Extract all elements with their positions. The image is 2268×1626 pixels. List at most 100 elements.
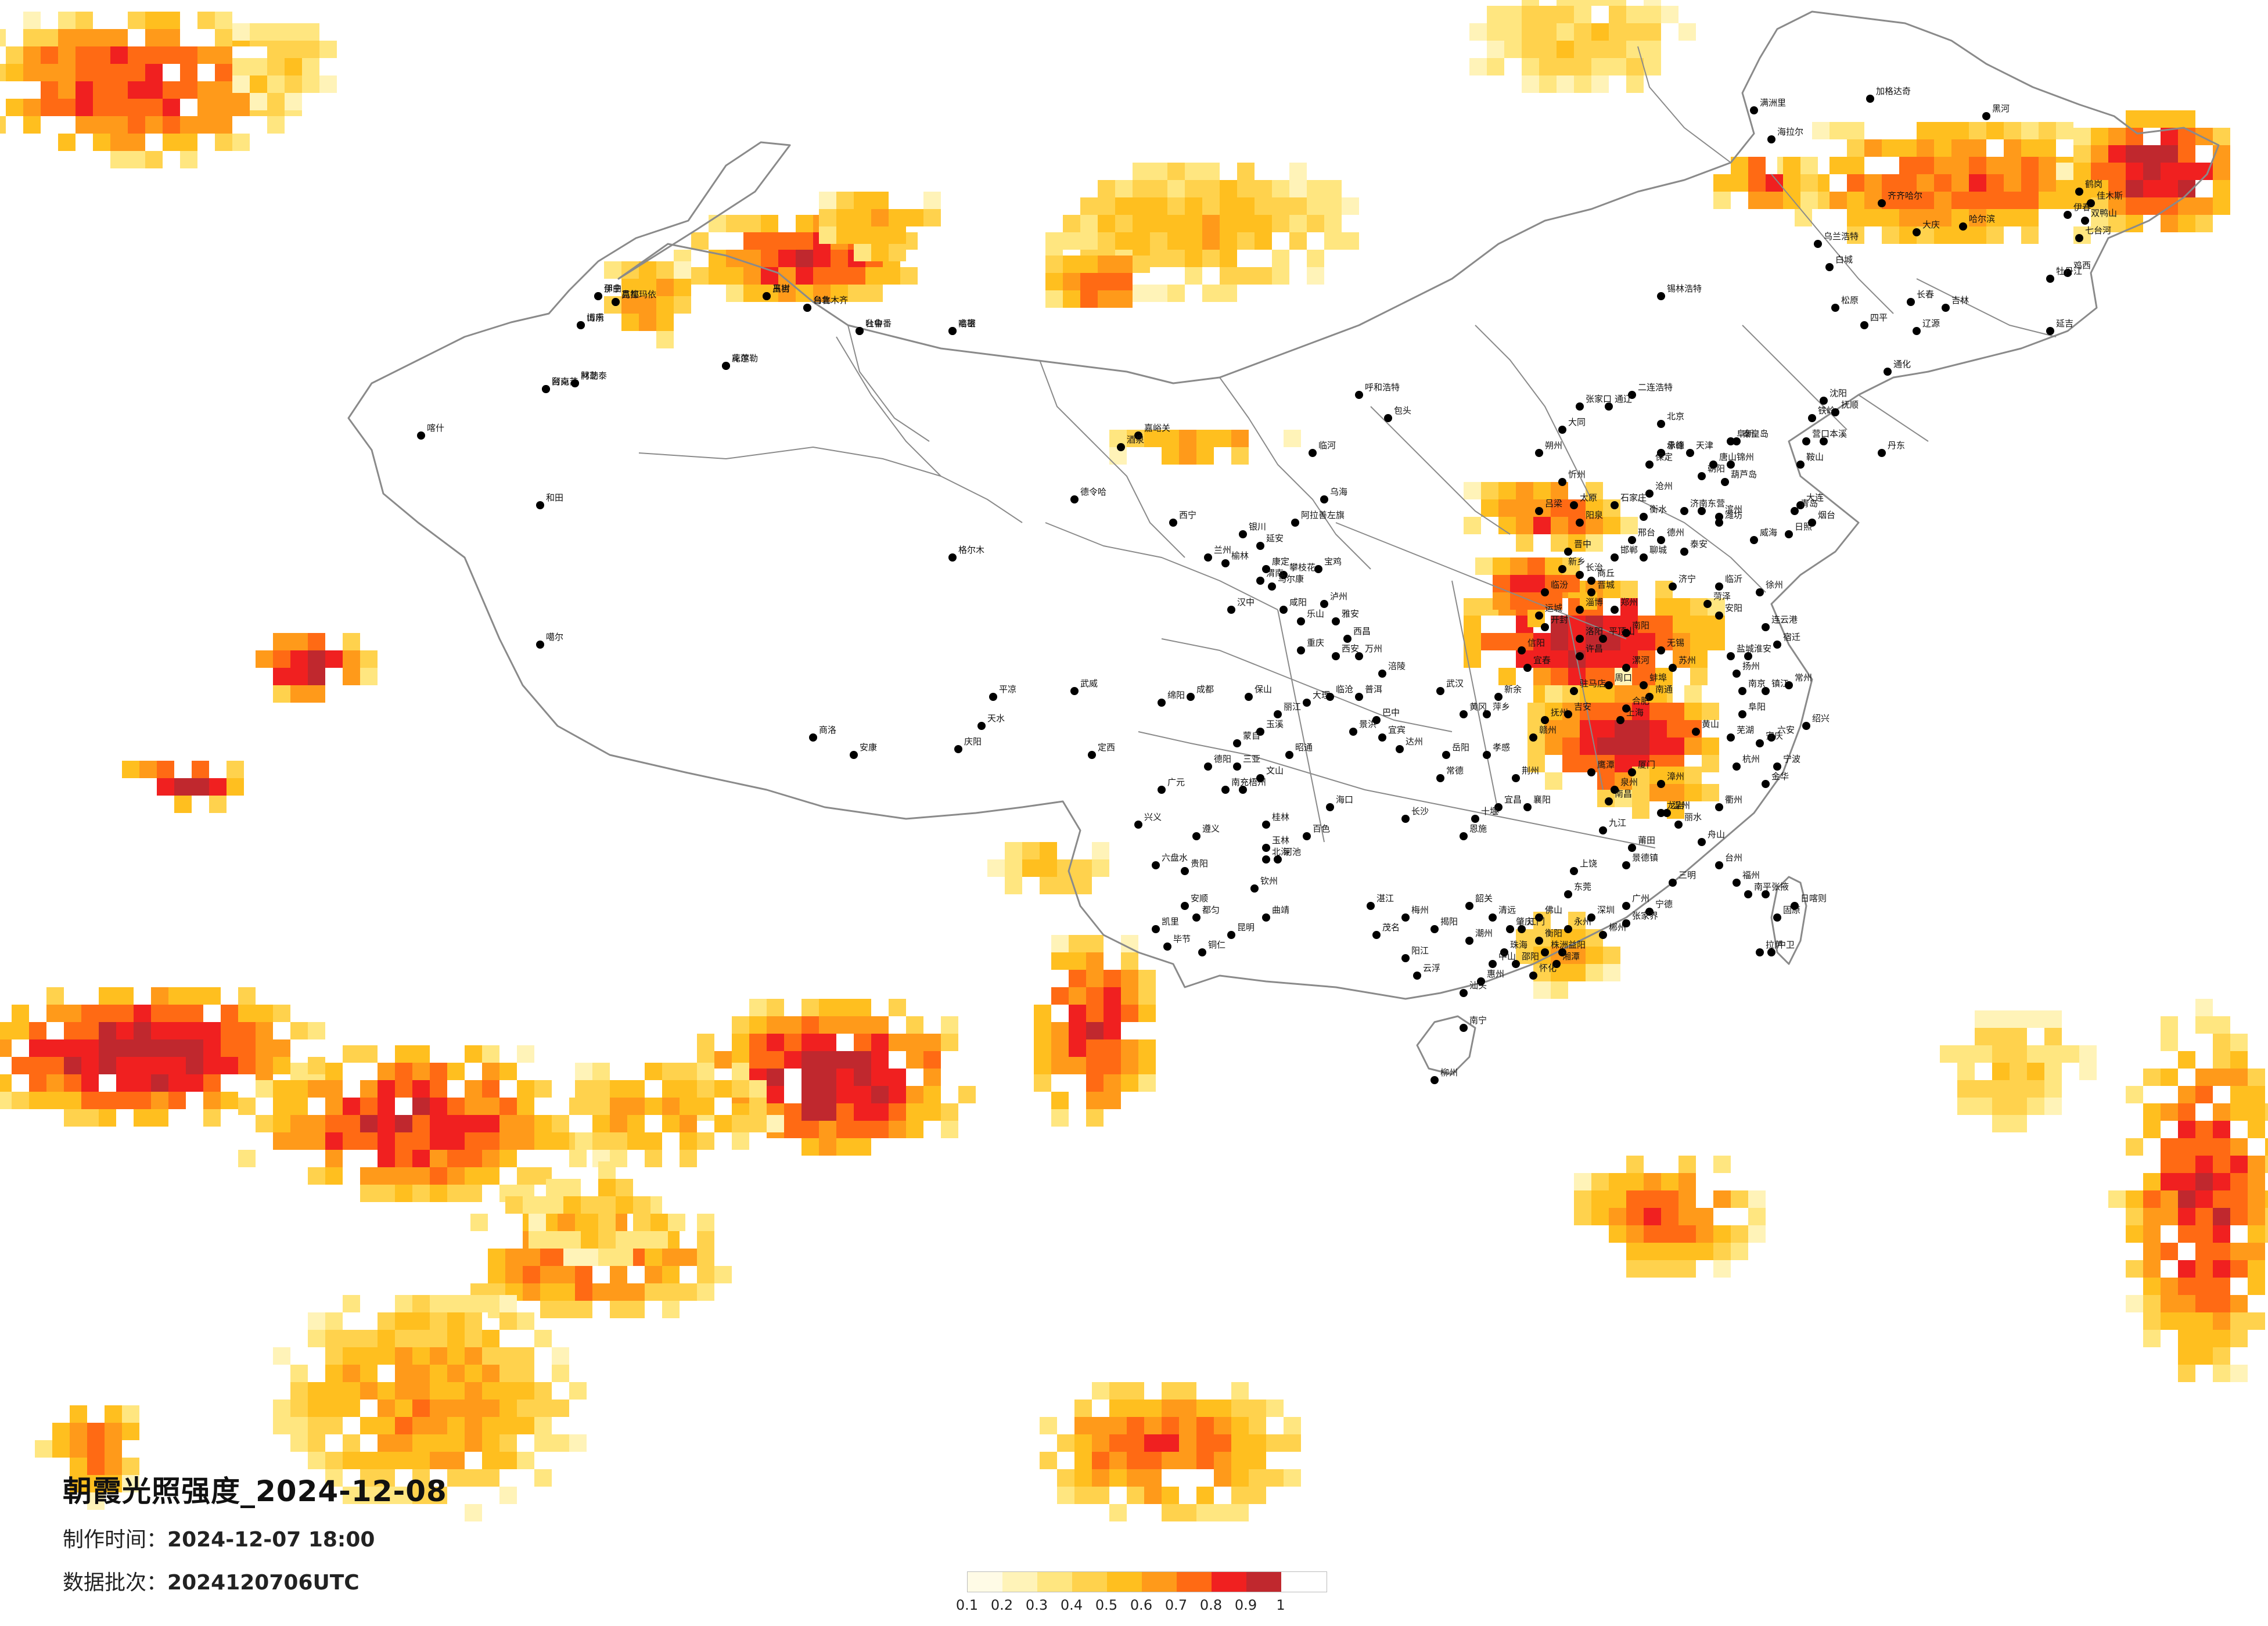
raster-cell (1510, 592, 1527, 610)
raster-cell (2126, 1260, 2143, 1278)
city-label: 郑州 (1620, 597, 1638, 607)
raster-cell (482, 1080, 499, 1098)
city-marker (1959, 222, 1967, 231)
raster-cell (923, 192, 941, 209)
raster-cell (482, 1434, 499, 1452)
raster-cell (2195, 1069, 2213, 1086)
city-marker (1181, 902, 1189, 910)
city-marker (1152, 925, 1160, 933)
production-time-value: 2024-12-07 18:00 (167, 1528, 375, 1552)
raster-cell (221, 1092, 238, 1109)
raster-cell (1748, 1190, 1766, 1208)
raster-cell (1516, 947, 1533, 964)
raster-cell (1138, 1005, 1156, 1022)
city-marker (1831, 408, 1839, 416)
raster-cell (1098, 180, 1115, 197)
raster-cell (1649, 720, 1667, 738)
raster-cell (412, 1417, 430, 1434)
raster-cell (325, 1417, 343, 1434)
raster-cell (1678, 1190, 1696, 1208)
raster-cell (1266, 1469, 1284, 1487)
raster-cell (465, 1400, 482, 1417)
raster-cell (2213, 1260, 2230, 1278)
raster-cell (378, 1347, 395, 1365)
raster-cell (871, 1016, 889, 1034)
raster-cell (2091, 180, 2108, 197)
raster-cell (128, 12, 145, 29)
city-marker (1500, 948, 1508, 956)
raster-cell (267, 99, 285, 116)
raster-cell (151, 1057, 168, 1074)
raster-cell (2230, 1069, 2248, 1086)
raster-cell (2161, 1312, 2178, 1330)
city-marker (1587, 768, 1595, 776)
city-marker (1564, 548, 1572, 556)
raster-cell (482, 1045, 499, 1063)
raster-cell (76, 12, 93, 29)
raster-cell (505, 1266, 523, 1283)
raster-cell (1690, 598, 1708, 616)
raster-cell (238, 1150, 256, 1167)
raster-cell (906, 1086, 923, 1103)
raster-cell (2248, 1260, 2265, 1278)
raster-cell (1644, 6, 1661, 23)
raster-cell (1678, 23, 1696, 41)
raster-cell (2248, 1312, 2265, 1330)
raster-cell (1051, 1057, 1069, 1074)
city-marker (1523, 803, 1532, 811)
raster-cell (1324, 215, 1342, 232)
raster-cell (1074, 859, 1092, 877)
city-marker (1262, 565, 1270, 573)
city-label: 韶关 (1475, 893, 1493, 904)
raster-cell (1527, 755, 1545, 772)
city-label: 九江 (1609, 818, 1626, 828)
raster-cell (1150, 180, 1167, 197)
raster-cell (1934, 192, 1951, 209)
raster-cell (1527, 738, 1545, 755)
raster-cell (1713, 1156, 1731, 1173)
raster-cell (697, 1231, 714, 1249)
raster-cell (819, 226, 836, 244)
raster-cell (1649, 784, 1667, 801)
raster-cell (76, 116, 93, 134)
raster-cell (1678, 1243, 1696, 1260)
raster-cell (1527, 703, 1545, 720)
data-batch-value: 2024120706UTC (167, 1571, 360, 1595)
raster-cell (2230, 1312, 2248, 1330)
raster-cell (889, 1086, 906, 1103)
raster-cell (836, 209, 854, 226)
raster-cell (656, 314, 674, 331)
legend-tick: 1 (1276, 1597, 1285, 1613)
raster-cell (1626, 6, 1644, 23)
raster-cell (35, 1440, 52, 1458)
raster-cell (674, 296, 691, 314)
raster-cell (1214, 1469, 1231, 1487)
city-label: 河池 (1284, 847, 1301, 857)
raster-cell (378, 1417, 395, 1434)
raster-cell (732, 1132, 749, 1150)
city-label: 汉中 (1237, 597, 1255, 607)
raster-cell (1568, 668, 1586, 685)
raster-cell (923, 1034, 941, 1051)
city-label: 盐城 (1737, 643, 1754, 654)
city-marker (1808, 414, 1816, 422)
city-label: 驻马店 (1580, 678, 1606, 689)
raster-cell (1597, 685, 1615, 703)
city-marker (1738, 710, 1746, 718)
raster-cell (430, 1400, 447, 1417)
city-label: 十堰 (1481, 806, 1498, 816)
raster-cell (1702, 755, 1719, 772)
city-marker (1645, 908, 1654, 916)
raster-cell (360, 1347, 378, 1365)
legend-swatch (1177, 1572, 1212, 1592)
raster-cell (308, 1434, 325, 1452)
city-marker (977, 722, 986, 730)
raster-cell (197, 116, 215, 134)
raster-cell (412, 1347, 430, 1365)
raster-cell (517, 1115, 534, 1132)
raster-cell (1951, 174, 1969, 192)
raster-cell (1162, 1452, 1179, 1469)
raster-cell (378, 1150, 395, 1167)
raster-cell (1464, 517, 1481, 534)
raster-cell (122, 1475, 139, 1492)
